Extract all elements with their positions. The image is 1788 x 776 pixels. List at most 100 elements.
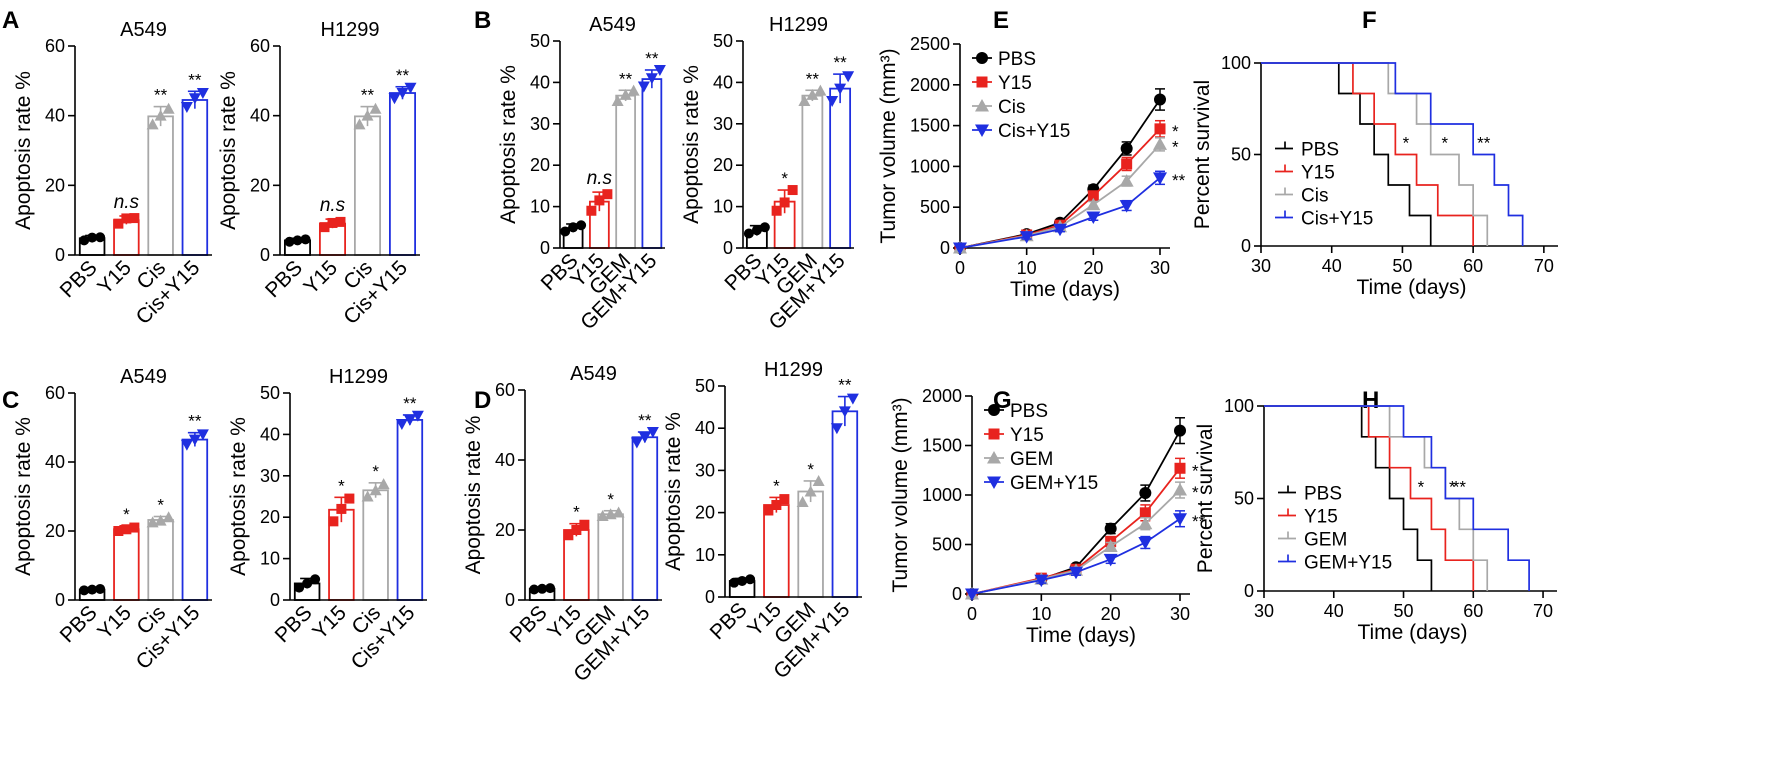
y-axis-label: Percent survival xyxy=(1194,424,1217,573)
y-tick-label: 0 xyxy=(952,584,962,604)
x-tick-label: 40 xyxy=(1322,256,1342,276)
x-tick-label: 50 xyxy=(1392,256,1412,276)
y-tick-label: 40 xyxy=(45,452,65,472)
x-tick-label: Y15 xyxy=(93,601,136,644)
y-tick-label: 20 xyxy=(530,155,550,175)
panel-label-b: B xyxy=(474,7,491,34)
data-point xyxy=(602,189,613,200)
data-point xyxy=(1153,137,1167,150)
survival-curve xyxy=(1264,405,1475,591)
survival-curve xyxy=(1261,62,1474,246)
data-point xyxy=(1069,566,1083,580)
data-point xyxy=(1173,513,1187,526)
data-point xyxy=(638,432,651,444)
x-axis-label: Time (days) xyxy=(1010,278,1120,301)
y-tick-label: 30 xyxy=(713,114,733,134)
y-tick-label: 40 xyxy=(713,72,733,92)
data-point xyxy=(1086,211,1101,224)
data-point xyxy=(537,583,548,594)
significance-label: ** xyxy=(834,53,848,72)
chart-title: A549 xyxy=(120,19,167,41)
data-point xyxy=(1034,574,1049,588)
y-tick-label: 2000 xyxy=(922,386,962,406)
data-point xyxy=(796,496,809,508)
data-point xyxy=(1173,483,1187,496)
significance-label: ** xyxy=(645,49,659,68)
data-point xyxy=(779,197,790,208)
data-point xyxy=(1104,522,1117,535)
x-tick-label: 20 xyxy=(1083,258,1103,278)
significance-label: * xyxy=(157,496,164,515)
significance-label: ** xyxy=(838,376,852,395)
y-axis-label: Tumor volume (mm³) xyxy=(877,48,900,243)
data-point xyxy=(335,216,346,227)
x-tick-label: 30 xyxy=(1254,601,1274,621)
data-point xyxy=(369,484,382,496)
y-tick-label: 50 xyxy=(260,383,280,403)
line-chart-e: 0 500 1000 1500 2000 2500 0 10 20 30 Time (days) Tu… xyxy=(877,34,1186,301)
y-tick-label: 40 xyxy=(260,424,280,444)
data-point xyxy=(560,226,571,237)
x-tick-label: 60 xyxy=(1463,256,1483,276)
survival-curve xyxy=(1264,405,1433,591)
y-axis-label: Apoptosis rate % xyxy=(662,412,685,571)
bar xyxy=(147,519,174,601)
data-point xyxy=(594,195,605,206)
data-point xyxy=(975,99,989,112)
x-tick-label: 50 xyxy=(1394,601,1414,621)
data-point xyxy=(1139,487,1152,500)
y-axis-label: Apoptosis rate % xyxy=(462,416,485,575)
significance-label: n.s xyxy=(320,195,346,216)
legend-label: Cis+Y15 xyxy=(998,121,1070,142)
x-tick-label: 10 xyxy=(1031,604,1051,624)
data-point xyxy=(294,582,305,593)
data-point xyxy=(121,524,132,535)
y-tick-label: 20 xyxy=(695,503,715,523)
y-tick-label: 1500 xyxy=(922,436,962,456)
y-tick-label: 0 xyxy=(705,587,715,607)
data-point xyxy=(1103,539,1118,552)
bar xyxy=(641,78,663,249)
data-point xyxy=(95,583,106,594)
data-point xyxy=(771,500,782,511)
significance-label: * xyxy=(1192,483,1199,502)
x-tick-label: 70 xyxy=(1533,601,1553,621)
data-point xyxy=(987,476,1001,489)
data-point xyxy=(310,574,321,585)
data-point xyxy=(988,428,1000,440)
data-point xyxy=(787,185,798,196)
data-point xyxy=(87,584,98,595)
panel-label-e: E xyxy=(993,7,1009,34)
y-tick-label: 10 xyxy=(713,197,733,217)
bar xyxy=(396,419,424,601)
legend-label: Y15 xyxy=(1010,425,1044,446)
data-point xyxy=(396,88,409,100)
bar xyxy=(362,489,389,601)
data-point xyxy=(1174,462,1186,474)
panel-label-d: D xyxy=(474,387,491,414)
panel-label-c: C xyxy=(2,387,19,414)
data-point xyxy=(976,76,988,88)
survival-curve xyxy=(1264,405,1530,591)
y-tick-label: 0 xyxy=(1241,236,1251,256)
data-point xyxy=(1121,158,1133,170)
bar xyxy=(113,528,140,601)
significance-label: ** xyxy=(1453,478,1467,497)
significance-label: * xyxy=(807,460,814,479)
significance-label: ** xyxy=(403,394,417,413)
y-tick-label: 0 xyxy=(270,590,280,610)
x-axis-label: Time (days) xyxy=(1026,624,1136,647)
legend-label: Cis+Y15 xyxy=(1301,209,1373,230)
data-point xyxy=(763,505,774,516)
series-line xyxy=(959,177,1161,249)
data-point xyxy=(576,220,587,231)
y-tick-label: 40 xyxy=(495,450,515,470)
data-point xyxy=(162,511,175,523)
data-point xyxy=(646,427,659,438)
data-point xyxy=(745,574,756,585)
